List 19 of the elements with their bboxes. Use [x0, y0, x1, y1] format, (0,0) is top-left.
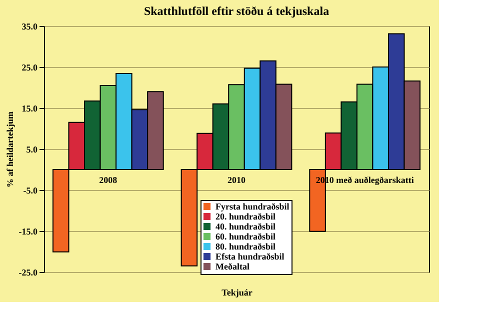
legend-label: 20. hundraðsbil: [216, 212, 276, 222]
legend-label: 80. hundraðsbil: [216, 242, 276, 252]
chart-title: Skatthlutföll eftir stöðu á tekjuskala: [144, 4, 330, 18]
y-tick-label: 25.0: [22, 62, 38, 72]
legend-label: Efsta hundraðsbil: [216, 252, 285, 262]
y-tick-label: 35.0: [22, 22, 38, 32]
y-tick-label: -15.0: [18, 226, 38, 236]
x-axis-title: Tekjuár: [222, 288, 252, 298]
legend-label: Fyrsta hundraðsbil: [216, 202, 290, 212]
y-tick-label: -5.0: [23, 186, 38, 196]
y-tick-label: -25.0: [18, 268, 38, 278]
x-tick-label: 2010: [228, 175, 246, 185]
x-tick-label: 2008: [99, 175, 118, 185]
legend-label: Meðaltal: [216, 262, 250, 272]
legend-label: 40. hundraðsbil: [216, 222, 276, 232]
y-tick-label: 5.0: [26, 144, 38, 154]
y-axis-title: % af heildartekjum: [4, 111, 15, 188]
y-tick-label: 15.0: [22, 104, 38, 114]
legend-label: 60. hundraðsbil: [216, 232, 276, 242]
